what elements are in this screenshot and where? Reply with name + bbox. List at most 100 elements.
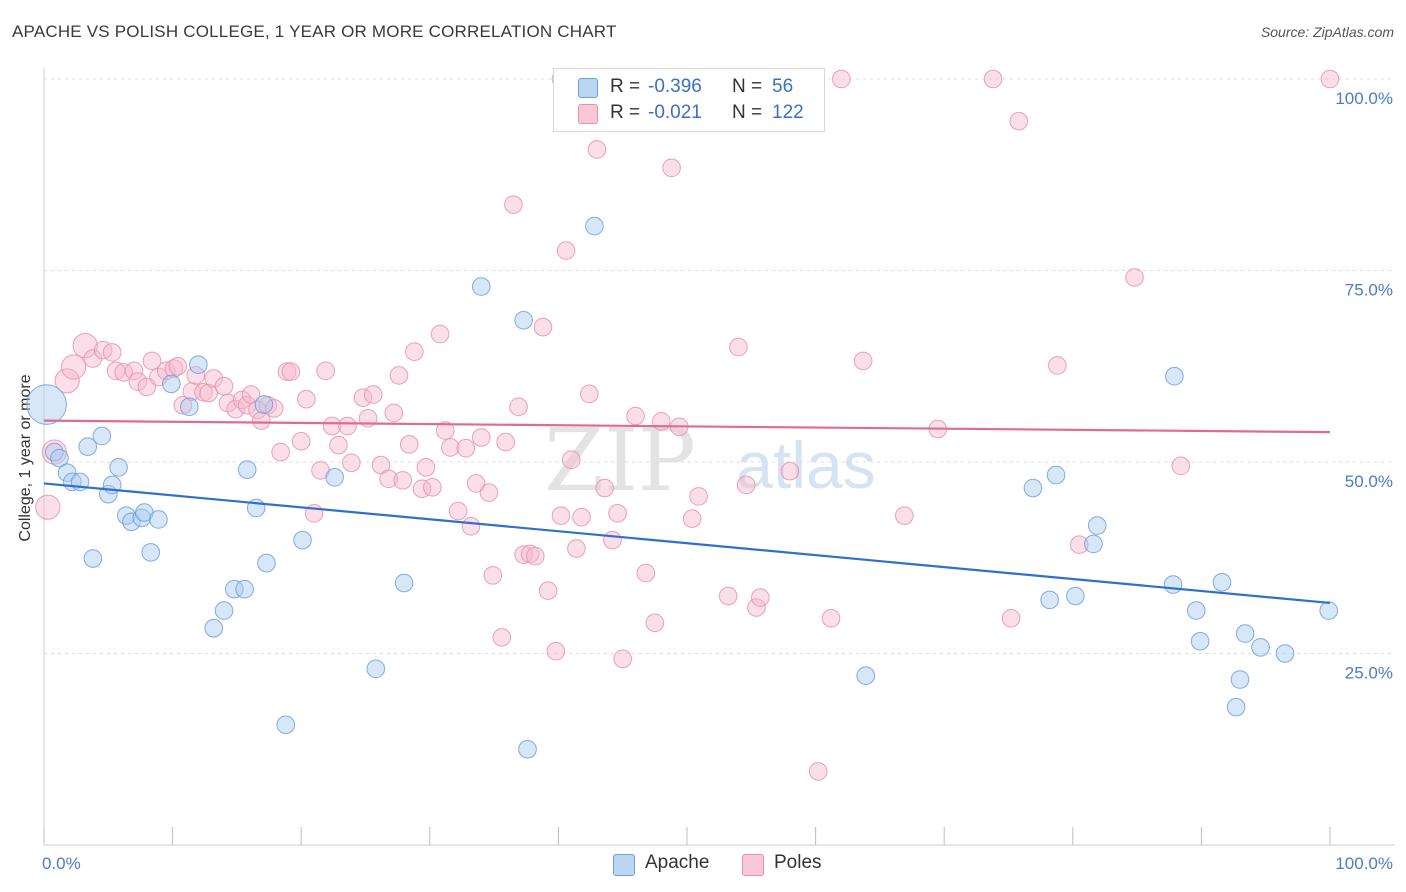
- y-tick-label: 50.0%: [1345, 472, 1393, 491]
- gridlines: [44, 78, 1395, 654]
- poles-point: [983, 69, 1003, 89]
- poles-point: [435, 421, 455, 440]
- poles-point: [496, 432, 515, 452]
- apache-legend-swatch: [613, 854, 635, 876]
- poles-point: [199, 383, 218, 403]
- apache-point: [1226, 697, 1246, 717]
- poles-point: [514, 545, 533, 564]
- poles-point: [636, 563, 656, 583]
- apache-point: [180, 397, 199, 417]
- apache-point: [50, 448, 69, 468]
- apache-legend-label: Apache: [645, 852, 710, 873]
- poles-point: [430, 324, 450, 344]
- poles-legend-label: Poles: [774, 852, 822, 873]
- poles-point: [379, 469, 398, 489]
- poles-point: [603, 530, 622, 550]
- poles-point: [483, 566, 503, 585]
- poles-point: [821, 608, 841, 628]
- poles-point: [662, 158, 681, 178]
- apache-point: [109, 458, 128, 477]
- apache-point: [44, 442, 64, 462]
- apache-point: [518, 739, 537, 759]
- poles-point: [297, 389, 316, 409]
- poles-swatch: [578, 104, 598, 124]
- apache-point: [26, 384, 67, 425]
- poles-point: [60, 354, 87, 380]
- poles-point: [416, 458, 436, 477]
- poles-point: [168, 356, 188, 376]
- apache-point: [83, 549, 103, 568]
- apache-point: [1046, 465, 1066, 485]
- apache-point: [1165, 366, 1184, 386]
- poles-point: [291, 432, 311, 451]
- poles-point: [186, 366, 206, 385]
- poles-point: [1171, 456, 1191, 476]
- apache-point: [117, 506, 136, 525]
- poles-n-label: N =: [732, 102, 763, 123]
- watermark: ZIP atlas: [544, 411, 876, 511]
- apache-r-label: R =: [610, 76, 641, 97]
- poles-point: [1320, 69, 1340, 89]
- apache-point: [1235, 624, 1255, 643]
- y-tick-label: 100.0%: [1335, 89, 1393, 108]
- apache-point: [225, 579, 244, 599]
- poles-legend-swatch: [742, 854, 764, 876]
- apache-point: [1023, 478, 1043, 498]
- poles-point: [651, 412, 671, 431]
- poles-point: [682, 509, 702, 528]
- poles-point: [645, 613, 665, 633]
- poles-r-value: -0.021: [648, 102, 702, 123]
- poles-trend-line: [43, 419, 1331, 434]
- poles-point: [466, 474, 486, 493]
- poles-point: [504, 195, 523, 214]
- apache-point: [1163, 575, 1183, 594]
- poles-point: [551, 506, 571, 525]
- poles-point: [729, 337, 748, 357]
- poles-point: [399, 435, 419, 454]
- poles-point: [895, 506, 914, 525]
- apache-point: [514, 310, 533, 330]
- poles-point: [509, 397, 528, 417]
- apache-point: [366, 659, 386, 679]
- apache-r-value: -0.396: [648, 76, 702, 97]
- poles-point: [322, 416, 342, 436]
- poles-point: [626, 406, 645, 426]
- poles-point: [54, 368, 80, 394]
- apache-point: [394, 573, 414, 593]
- poles-point: [471, 428, 491, 447]
- apache-point: [162, 374, 181, 394]
- poles-point: [479, 483, 499, 502]
- apache-point: [856, 666, 876, 686]
- apache-point: [204, 618, 224, 638]
- poles-n-value: 122: [772, 102, 804, 123]
- apache-swatch: [578, 78, 598, 98]
- apache-point: [1230, 670, 1250, 689]
- apache-point: [471, 277, 491, 296]
- poles-point: [448, 501, 468, 521]
- poles-point: [587, 140, 607, 159]
- axes: [43, 68, 1395, 846]
- poles-point: [832, 69, 851, 89]
- poles-point: [1069, 535, 1089, 555]
- poles-point: [718, 586, 738, 606]
- source-credit: Source: ZipAtlas.com: [1260, 24, 1394, 40]
- poles-point: [689, 487, 708, 506]
- poles-point: [384, 403, 404, 423]
- apache-point: [1190, 631, 1210, 651]
- apache-n-label: N =: [732, 76, 763, 97]
- apache-point: [1275, 644, 1295, 663]
- poles-point: [389, 366, 409, 385]
- poles-point: [124, 361, 144, 381]
- tick-labels: 25.0% 50.0% 75.0% 100.0% 0.0% 100.0%: [42, 89, 1393, 873]
- poles-point: [567, 539, 586, 558]
- apache-point: [1212, 572, 1232, 592]
- poles-point: [316, 361, 335, 381]
- apache-point: [1319, 601, 1339, 620]
- apache-point: [325, 468, 344, 487]
- correlation-legend: R = -0.396 N = 56 R = -0.021 N = 122: [553, 68, 825, 132]
- poles-point: [561, 450, 581, 470]
- apache-trend-line: [43, 482, 1331, 605]
- poles-point: [173, 396, 193, 415]
- poles-point: [226, 399, 245, 419]
- poles-point: [102, 343, 122, 362]
